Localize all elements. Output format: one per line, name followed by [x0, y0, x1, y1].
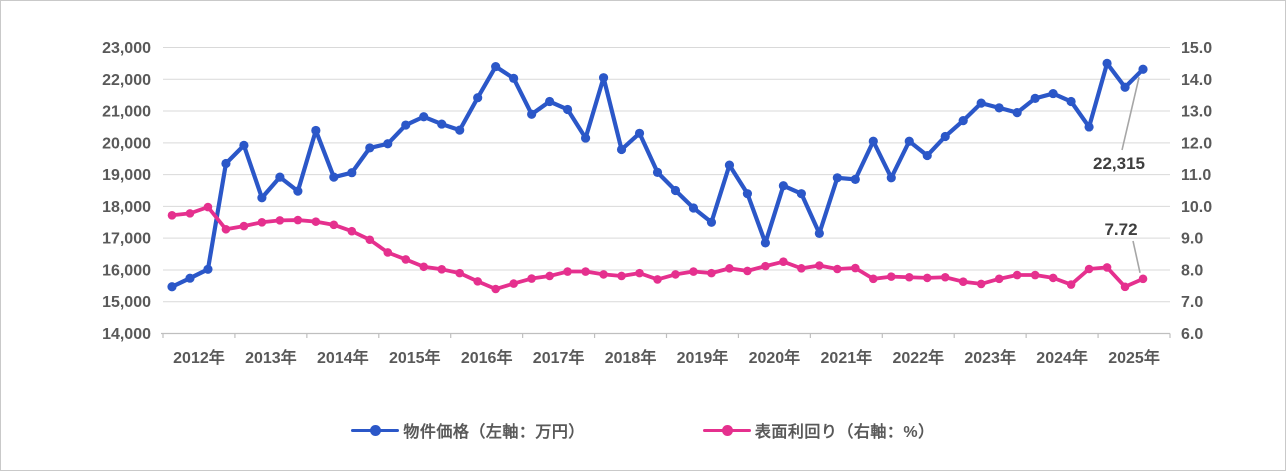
price-series-marker-icon [351, 425, 400, 436]
svg-text:10.0: 10.0 [1181, 199, 1212, 216]
svg-text:2021年: 2021年 [821, 348, 873, 367]
svg-text:2020年: 2020年 [749, 348, 801, 367]
svg-text:2012年: 2012年 [173, 348, 225, 367]
svg-text:19,000: 19,000 [102, 167, 151, 184]
svg-text:2023年: 2023年 [964, 348, 1016, 367]
svg-text:15.0: 15.0 [1181, 40, 1212, 57]
svg-text:21,000: 21,000 [102, 104, 151, 121]
svg-text:7.72: 7.72 [1104, 220, 1137, 239]
dual-axis-line-chart: 23,000 22,000 21,000 20,000 19,000 18,000 17,0… [102, 40, 1212, 367]
svg-text:22,000: 22,000 [102, 72, 151, 89]
svg-text:9.0: 9.0 [1181, 231, 1203, 248]
svg-text:15,000: 15,000 [102, 294, 151, 311]
svg-text:7.0: 7.0 [1181, 294, 1203, 311]
svg-text:2018年: 2018年 [605, 348, 657, 367]
svg-text:23,000: 23,000 [102, 40, 151, 57]
svg-text:2019年: 2019年 [677, 348, 729, 367]
svg-text:2013年: 2013年 [245, 348, 297, 367]
svg-text:12.0: 12.0 [1181, 135, 1212, 152]
svg-text:2022年: 2022年 [892, 348, 944, 367]
svg-text:20,000: 20,000 [102, 135, 151, 152]
chart-legend: 物件価格（左軸：万円） 表面利回り（右軸：%） [1, 405, 1285, 455]
svg-text:14.0: 14.0 [1181, 72, 1212, 89]
svg-text:22,315: 22,315 [1093, 154, 1145, 173]
svg-text:17,000: 17,000 [102, 231, 151, 248]
svg-text:14,000: 14,000 [102, 326, 151, 343]
legend-label-yield: 表面利回り（右軸：%） [754, 424, 935, 441]
legend-item-yield: 表面利回り（右軸：%） [702, 418, 935, 442]
svg-text:2017年: 2017年 [533, 348, 585, 367]
svg-text:11.0: 11.0 [1181, 167, 1211, 184]
legend-label-price: 物件価格（左軸：万円） [403, 424, 585, 441]
legend-item-price: 物件価格（左軸：万円） [351, 418, 585, 442]
svg-text:2015年: 2015年 [389, 348, 441, 367]
svg-text:18,000: 18,000 [102, 199, 151, 216]
svg-text:2024年: 2024年 [1036, 348, 1088, 367]
svg-text:8.0: 8.0 [1181, 262, 1203, 279]
svg-text:2025年: 2025年 [1108, 348, 1160, 367]
yield-series-marker-icon [702, 425, 751, 436]
svg-text:6.0: 6.0 [1181, 326, 1203, 343]
svg-text:16,000: 16,000 [102, 262, 151, 279]
svg-text:2014年: 2014年 [317, 348, 369, 367]
svg-text:13.0: 13.0 [1181, 104, 1212, 121]
svg-text:2016年: 2016年 [461, 348, 513, 367]
